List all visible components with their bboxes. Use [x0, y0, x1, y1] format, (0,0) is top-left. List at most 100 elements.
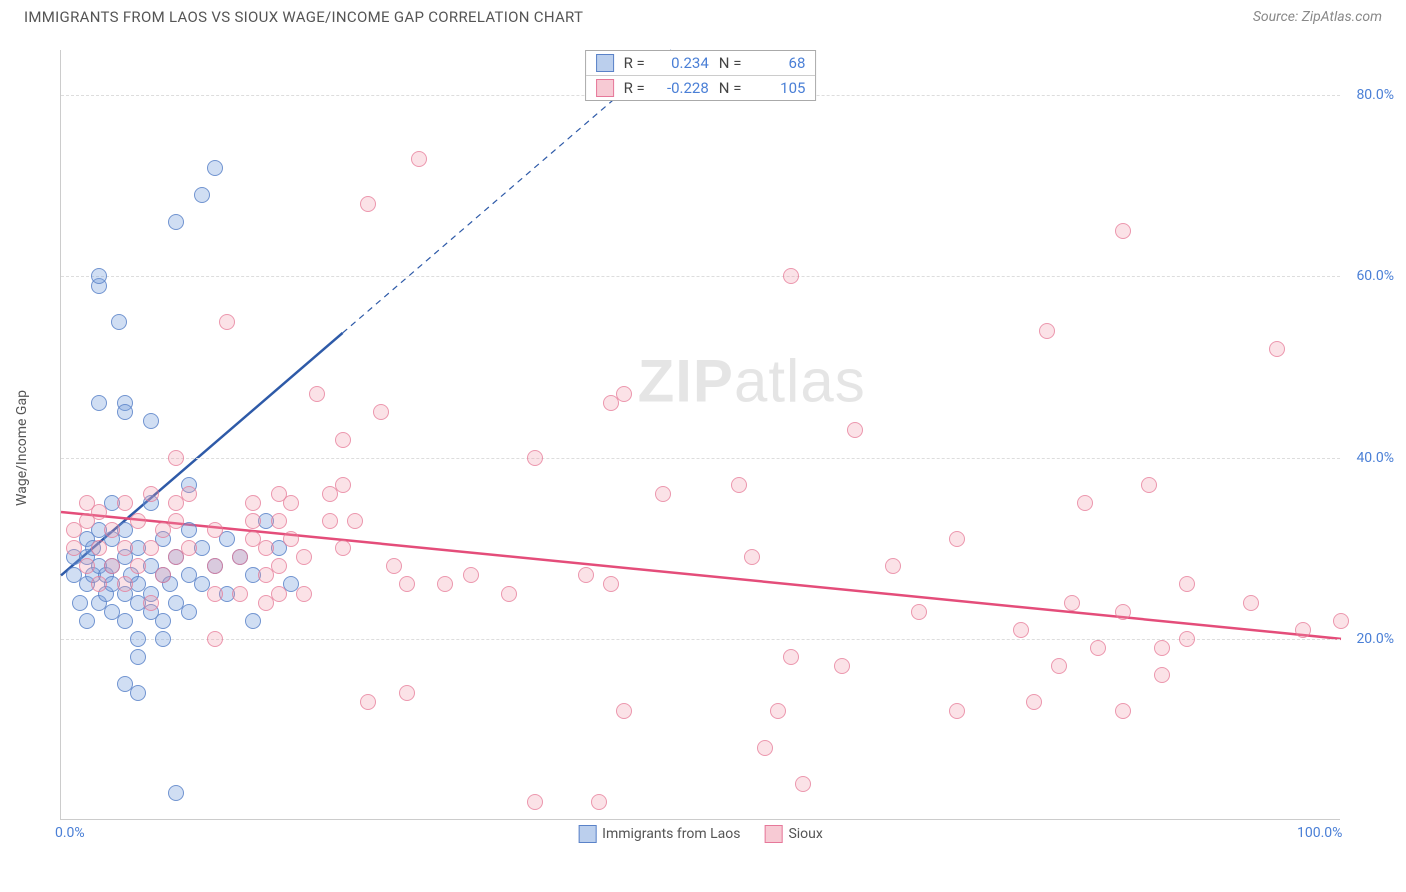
data-point: [770, 703, 786, 719]
data-point: [117, 540, 133, 556]
data-point: [335, 432, 351, 448]
data-point: [104, 558, 120, 574]
data-point: [527, 450, 543, 466]
data-point: [181, 540, 197, 556]
gridline: [61, 276, 1340, 277]
data-point: [104, 522, 120, 538]
data-point: [130, 558, 146, 574]
data-point: [347, 513, 363, 529]
legend-item-series2: Sioux: [764, 825, 822, 843]
data-point: [155, 567, 171, 583]
gridline: [61, 639, 1340, 640]
data-point: [181, 486, 197, 502]
data-point: [309, 386, 325, 402]
data-point: [232, 549, 248, 565]
data-point: [143, 540, 159, 556]
data-point: [1077, 495, 1093, 511]
data-point: [245, 495, 261, 511]
data-point: [130, 649, 146, 665]
y-axis-label: Wage/Income Gap: [14, 390, 30, 506]
data-point: [1013, 622, 1029, 638]
data-point: [885, 558, 901, 574]
data-point: [834, 658, 850, 674]
n-value: 68: [751, 54, 805, 72]
data-point: [207, 522, 223, 538]
x-tick-label: 0.0%: [55, 825, 85, 841]
data-point: [1115, 604, 1131, 620]
data-point: [271, 513, 287, 529]
data-point: [1090, 640, 1106, 656]
data-point: [181, 604, 197, 620]
x-tick-label: 100.0%: [1297, 825, 1342, 841]
data-point: [399, 685, 415, 701]
data-point: [143, 413, 159, 429]
data-point: [79, 558, 95, 574]
data-point: [91, 395, 107, 411]
data-point: [1064, 595, 1080, 611]
data-point: [1154, 640, 1170, 656]
data-point: [130, 513, 146, 529]
data-point: [143, 595, 159, 611]
data-point: [603, 576, 619, 592]
data-point: [207, 160, 223, 176]
swatch-icon: [578, 825, 596, 843]
data-point: [155, 631, 171, 647]
data-point: [616, 703, 632, 719]
data-point: [386, 558, 402, 574]
data-point: [168, 785, 184, 801]
data-point: [655, 486, 671, 502]
plot-area: ZIPatlas R = 0.234 N = 68 R = -0.228 N =…: [60, 50, 1340, 820]
y-tick-label: 80.0%: [1356, 87, 1394, 103]
data-point: [373, 404, 389, 420]
data-point: [271, 586, 287, 602]
data-point: [1051, 658, 1067, 674]
y-tick-label: 40.0%: [1356, 450, 1394, 466]
data-point: [795, 776, 811, 792]
y-tick-label: 60.0%: [1356, 268, 1394, 284]
data-point: [1179, 631, 1195, 647]
watermark: ZIPatlas: [638, 346, 866, 415]
data-point: [578, 567, 594, 583]
data-point: [949, 531, 965, 547]
n-label: N =: [719, 54, 742, 72]
swatch-icon: [764, 825, 782, 843]
data-point: [168, 450, 184, 466]
data-point: [360, 694, 376, 710]
data-point: [411, 151, 427, 167]
data-point: [335, 540, 351, 556]
trendlines-svg: [61, 50, 1341, 820]
data-point: [437, 576, 453, 592]
swatch-icon: [596, 79, 614, 97]
data-point: [1333, 613, 1349, 629]
correlation-stats-legend: R = 0.234 N = 68 R = -0.228 N = 105: [585, 50, 817, 101]
legend-label: Sioux: [788, 826, 822, 842]
data-point: [117, 404, 133, 420]
data-point: [232, 586, 248, 602]
data-point: [744, 549, 760, 565]
data-point: [194, 187, 210, 203]
data-point: [1039, 323, 1055, 339]
data-point: [271, 558, 287, 574]
r-label: R =: [624, 79, 645, 97]
data-point: [1115, 223, 1131, 239]
data-point: [731, 477, 747, 493]
data-point: [283, 531, 299, 547]
data-point: [501, 586, 517, 602]
data-point: [847, 422, 863, 438]
data-point: [616, 386, 632, 402]
chart-title: IMMIGRANTS FROM LAOS VS SIOUX WAGE/INCOM…: [24, 8, 583, 26]
data-point: [219, 314, 235, 330]
data-point: [66, 540, 82, 556]
data-point: [258, 540, 274, 556]
data-point: [527, 794, 543, 810]
data-point: [1179, 576, 1195, 592]
data-point: [360, 196, 376, 212]
data-point: [399, 576, 415, 592]
data-point: [91, 268, 107, 284]
data-point: [322, 513, 338, 529]
data-point: [143, 486, 159, 502]
data-point: [463, 567, 479, 583]
data-point: [155, 613, 171, 629]
data-point: [245, 613, 261, 629]
data-point: [757, 740, 773, 756]
